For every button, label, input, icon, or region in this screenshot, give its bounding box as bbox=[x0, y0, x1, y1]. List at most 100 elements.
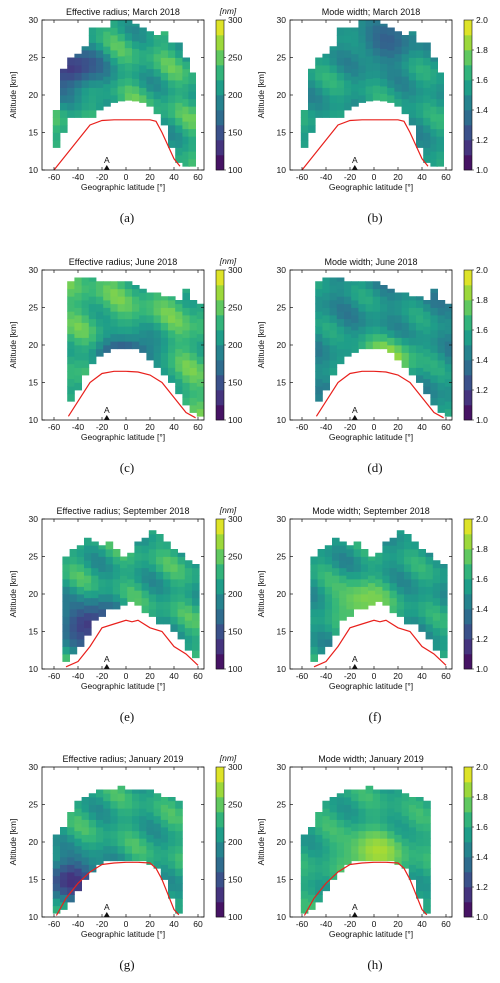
heatmap-cell bbox=[444, 326, 453, 335]
heatmap-cell bbox=[394, 827, 402, 835]
heatmap-cell bbox=[365, 93, 374, 102]
heatmap-cell bbox=[329, 819, 338, 828]
heatmap-cell bbox=[148, 549, 157, 557]
heatmap-cell bbox=[344, 102, 352, 111]
heatmap-cell bbox=[387, 35, 395, 43]
heatmap-cell bbox=[156, 579, 164, 587]
heatmap-cell bbox=[168, 367, 176, 376]
heatmap-cell bbox=[69, 594, 78, 602]
heatmap-cell bbox=[344, 87, 352, 96]
heatmap-cell bbox=[168, 890, 176, 899]
heatmap-cell bbox=[322, 322, 330, 331]
heatmap-cell bbox=[98, 579, 106, 587]
heatmap-cell bbox=[163, 541, 171, 550]
heatmap-cell bbox=[382, 567, 390, 576]
heatmap-cell bbox=[387, 50, 395, 58]
heatmap-cell bbox=[423, 356, 431, 365]
heatmap-cell bbox=[96, 341, 104, 350]
heatmap-cell bbox=[423, 42, 431, 51]
heatmap-cell bbox=[124, 808, 133, 817]
heatmap-cell bbox=[394, 812, 402, 820]
heatmap-cell bbox=[175, 363, 183, 372]
heatmap-cell bbox=[300, 125, 309, 133]
heatmap-cell bbox=[351, 337, 359, 346]
y-tick-label: 15 bbox=[277, 128, 287, 138]
heatmap-cell bbox=[365, 288, 374, 297]
heatmap-cell bbox=[358, 80, 366, 88]
heatmap-cell bbox=[380, 78, 388, 87]
heatmap-cell bbox=[339, 560, 347, 569]
heatmap-cell bbox=[437, 367, 446, 376]
heatmap-cell bbox=[416, 845, 424, 854]
heatmap-cell bbox=[160, 117, 169, 126]
heatmap-cell bbox=[81, 367, 90, 376]
heatmap-cell bbox=[444, 378, 453, 387]
heatmap-cell bbox=[430, 121, 438, 130]
heatmap-cell bbox=[175, 318, 183, 327]
heatmap-cell bbox=[96, 288, 104, 297]
heatmap-cell bbox=[74, 845, 82, 854]
heatmap-cell bbox=[67, 864, 75, 873]
heatmap-cell bbox=[52, 898, 61, 907]
heatmap-cell bbox=[423, 303, 431, 312]
heatmap-cell bbox=[74, 307, 82, 316]
heatmap-cell bbox=[365, 845, 374, 854]
heatmap-cell bbox=[308, 864, 316, 873]
colorbar-tick-label: 100 bbox=[228, 912, 242, 922]
heatmap-cell bbox=[408, 812, 417, 820]
heatmap-cell bbox=[60, 80, 68, 88]
heatmap-cell bbox=[175, 386, 183, 395]
heatmap-cell bbox=[425, 556, 434, 565]
heatmap-cell bbox=[372, 40, 381, 49]
heatmap-cell bbox=[88, 341, 97, 350]
heatmap-cell bbox=[132, 318, 140, 327]
heatmap-cell bbox=[440, 635, 448, 644]
heatmap-cell bbox=[60, 110, 68, 118]
heatmap-cell bbox=[372, 823, 381, 832]
heatmap-cell bbox=[84, 537, 92, 546]
y-tick-label: 20 bbox=[29, 90, 39, 100]
heatmap-cell bbox=[315, 318, 323, 327]
heatmap-cell bbox=[329, 849, 338, 858]
heatmap-cell bbox=[74, 330, 82, 338]
heatmap-cell bbox=[317, 616, 326, 625]
heatmap-cell bbox=[416, 808, 424, 817]
heatmap-cell bbox=[322, 72, 330, 81]
heatmap-cell bbox=[432, 575, 441, 584]
heatmap-cell bbox=[168, 860, 176, 869]
heatmap-cell bbox=[175, 808, 183, 817]
heatmap-cell bbox=[389, 545, 398, 554]
heatmap-cell bbox=[365, 71, 374, 79]
heatmap-cell bbox=[423, 371, 431, 380]
heatmap-cell bbox=[344, 288, 352, 297]
heatmap-cell bbox=[440, 590, 448, 599]
heatmap-cell bbox=[139, 823, 147, 832]
heatmap-cell bbox=[81, 797, 90, 805]
heatmap-cell bbox=[336, 842, 345, 850]
heatmap-cell bbox=[358, 326, 366, 335]
heatmap-cell bbox=[358, 27, 366, 36]
heatmap-cell bbox=[160, 95, 169, 103]
heatmap-cell bbox=[430, 136, 438, 145]
heatmap-cell bbox=[134, 582, 142, 591]
heatmap-cell bbox=[189, 345, 198, 353]
heatmap-cell bbox=[336, 834, 345, 843]
y-tick-label: 25 bbox=[29, 800, 39, 810]
heatmap-cell bbox=[425, 624, 434, 632]
colorbar-tick-label: 300 bbox=[228, 514, 242, 524]
panel-title: Effective radius; June 2018 bbox=[69, 257, 177, 267]
heatmap-cell bbox=[91, 590, 99, 599]
heatmap-cell bbox=[160, 797, 169, 805]
heatmap-cell bbox=[315, 849, 323, 858]
heatmap-cell bbox=[339, 552, 347, 561]
heatmap-cell bbox=[300, 883, 309, 892]
heatmap-cell bbox=[96, 80, 104, 88]
heatmap-cell bbox=[423, 65, 431, 73]
y-axis-label: Altitude [km] bbox=[256, 72, 266, 119]
heatmap-cell bbox=[103, 823, 111, 832]
heatmap-cell bbox=[67, 834, 75, 843]
heatmap-cell bbox=[189, 337, 198, 346]
heatmap-cell bbox=[339, 541, 347, 546]
heatmap-cell bbox=[175, 823, 183, 832]
heatmap-cell bbox=[160, 35, 169, 43]
